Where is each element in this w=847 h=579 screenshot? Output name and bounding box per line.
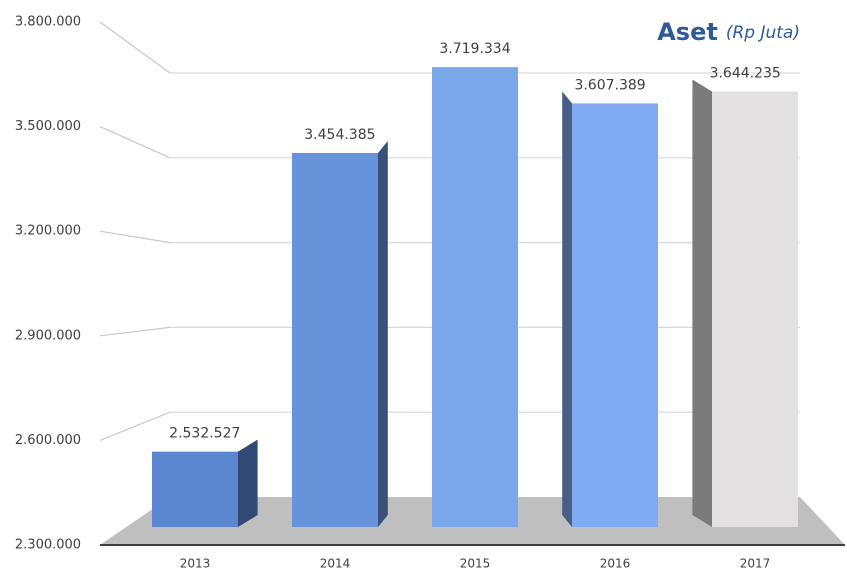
value-label: 3.719.334 bbox=[439, 41, 510, 57]
y-tick-label: 3.500.000 bbox=[15, 119, 81, 134]
y-tick-label: 3.800.000 bbox=[15, 15, 81, 30]
value-label: 2.532.527 bbox=[169, 426, 240, 442]
x-tick-label: 2017 bbox=[740, 557, 771, 571]
chart-subtitle: (Rp Juta) bbox=[726, 23, 800, 43]
bar bbox=[712, 91, 798, 527]
grid-diagonal bbox=[99, 326, 171, 337]
grid-diagonal bbox=[99, 126, 171, 159]
bar bbox=[152, 451, 238, 527]
grid-diagonal bbox=[99, 411, 171, 441]
y-tick-label: 2.600.000 bbox=[15, 433, 81, 448]
bar bbox=[432, 67, 518, 528]
bar bbox=[572, 103, 658, 527]
bar-side bbox=[562, 91, 572, 527]
bar-side bbox=[692, 79, 712, 527]
value-label: 3.607.389 bbox=[574, 77, 645, 93]
bar-side bbox=[238, 439, 258, 527]
x-tick-label: 2016 bbox=[600, 557, 631, 571]
y-tick-label: 3.200.000 bbox=[15, 224, 81, 239]
grid-diagonal bbox=[99, 230, 171, 244]
marks bbox=[99, 21, 800, 528]
grid-diagonal bbox=[99, 21, 171, 74]
value-label: 3.454.385 bbox=[304, 127, 375, 143]
chart-title: Aset bbox=[657, 18, 718, 46]
chart-heading: Aset (Rp Juta) bbox=[657, 18, 800, 46]
x-tick-label: 2015 bbox=[460, 557, 491, 571]
value-label: 3.644.235 bbox=[710, 65, 781, 81]
x-tick-label: 2013 bbox=[180, 557, 211, 571]
x-tick-label: 2014 bbox=[320, 557, 351, 571]
bar-side bbox=[378, 140, 388, 528]
y-tick-label: 2.300.000 bbox=[15, 538, 81, 553]
bar bbox=[292, 152, 378, 528]
y-tick-label: 2.900.000 bbox=[15, 328, 81, 343]
